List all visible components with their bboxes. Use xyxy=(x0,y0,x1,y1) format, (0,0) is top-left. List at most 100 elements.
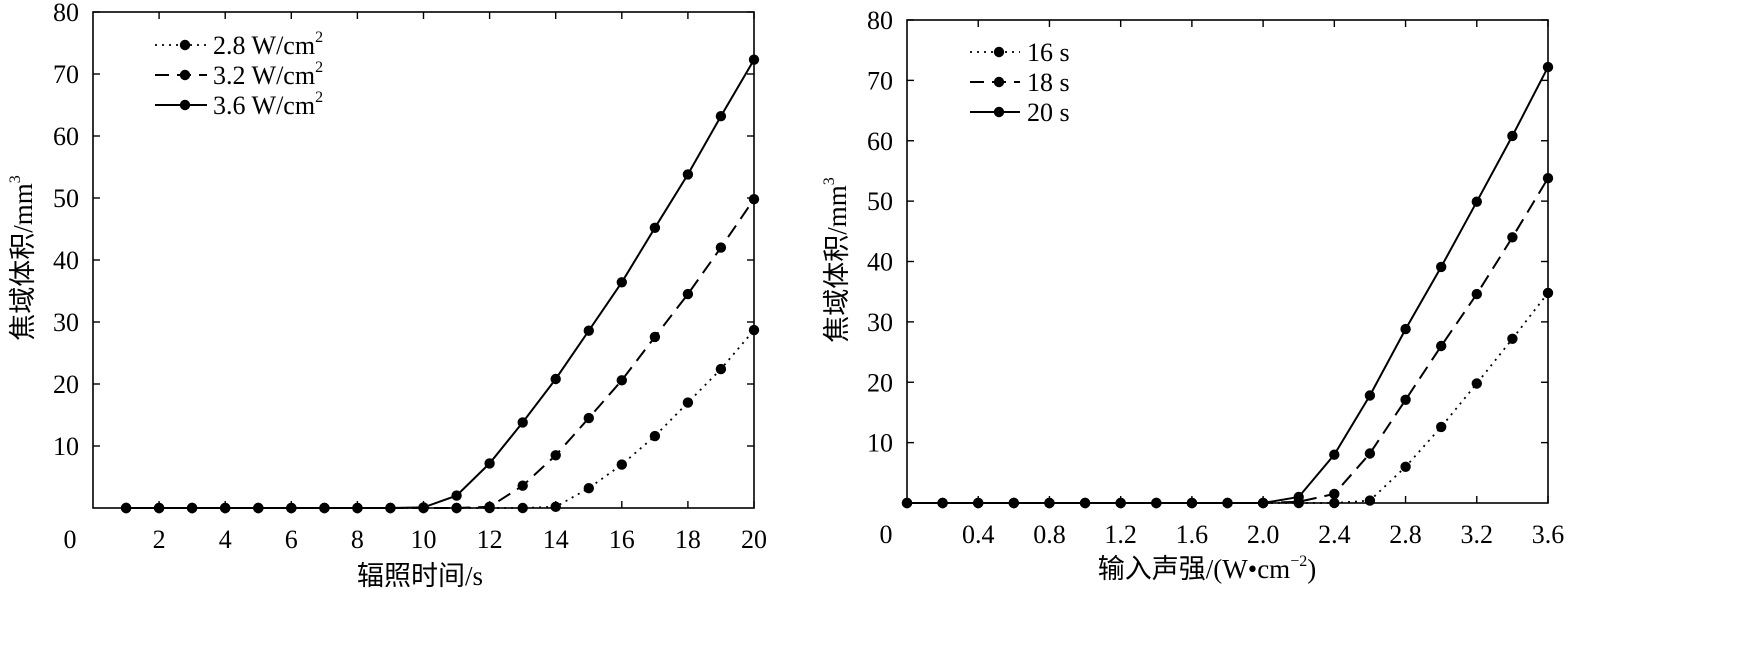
x-axis-label-sup: −2 xyxy=(1290,553,1307,570)
y-tick-label: 40 xyxy=(53,246,79,275)
data-point xyxy=(550,501,561,512)
data-point xyxy=(418,502,429,513)
data-point xyxy=(1222,497,1233,509)
legend-label-sup: 2 xyxy=(315,59,323,76)
x-axis-label: 辐照时间/s xyxy=(357,561,483,591)
data-point xyxy=(1471,288,1483,300)
data-point xyxy=(715,111,727,122)
x-tick-label: 18 xyxy=(675,525,701,554)
y-tick-label: 60 xyxy=(867,127,893,156)
legend-label-sup: 2 xyxy=(315,29,323,46)
data-point xyxy=(253,502,264,514)
series-3 xyxy=(120,54,760,514)
data-point xyxy=(517,417,528,428)
legend-marker xyxy=(993,76,1005,88)
x-tick-label: 2.0 xyxy=(1247,520,1280,549)
legend-label: 3.2 W/cm2 xyxy=(213,59,323,90)
data-point xyxy=(937,497,948,509)
chart-input-intensity: 0 0.4 0.8 1.2 1.6 2.0 2.4 2.8 3.2 3.6 10 20 30 40 50 60… xyxy=(821,6,1564,584)
x-tick-label: 1.2 xyxy=(1104,520,1137,549)
data-point xyxy=(649,430,661,442)
data-point xyxy=(1436,340,1447,352)
data-point xyxy=(550,373,561,385)
data-point xyxy=(748,54,760,65)
y-tick-label: 80 xyxy=(53,0,79,27)
origin-label: 0 xyxy=(64,525,77,554)
data-point xyxy=(1364,495,1376,506)
y-tick-label: 80 xyxy=(867,6,893,35)
data-point xyxy=(583,483,594,494)
y-axis-label: 焦域体积/mm3 xyxy=(7,175,38,341)
y-axis-label-sup: 3 xyxy=(821,177,838,185)
data-point xyxy=(1044,497,1055,509)
data-point xyxy=(1507,232,1518,243)
data-point xyxy=(550,450,561,461)
origin-label: 0 xyxy=(880,520,893,549)
data-point xyxy=(1542,287,1554,299)
data-point xyxy=(1400,461,1411,472)
data-point xyxy=(1400,394,1411,405)
x-tick-label: 0.4 xyxy=(962,520,995,549)
data-point xyxy=(186,502,198,514)
x-tick-label: 6 xyxy=(285,525,298,554)
data-point xyxy=(649,331,661,343)
y-tick-label: 30 xyxy=(867,308,893,337)
y-tick-label: 40 xyxy=(867,248,893,277)
legend-label: 20 s xyxy=(1027,98,1070,127)
series-1 xyxy=(120,324,760,514)
y-tick-label: 70 xyxy=(53,60,79,89)
data-point xyxy=(319,502,330,514)
x-tick-label: 1.6 xyxy=(1176,520,1209,549)
legend-marker xyxy=(179,99,191,111)
data-point xyxy=(1471,196,1483,207)
data-point xyxy=(973,497,984,509)
data-point xyxy=(1436,261,1447,273)
data-point xyxy=(1364,448,1376,459)
data-point xyxy=(616,277,627,288)
x-tick-label: 3.6 xyxy=(1532,520,1565,549)
series-line xyxy=(126,198,755,509)
x-tick-label: 10 xyxy=(411,525,437,554)
y-tick-label: 60 xyxy=(53,122,79,151)
x-tick-label: 2 xyxy=(153,525,166,554)
series-line xyxy=(907,177,1549,504)
y-tick-label: 20 xyxy=(53,370,79,399)
y-tick-label: 50 xyxy=(867,187,893,216)
series-line xyxy=(126,59,755,509)
data-point xyxy=(616,375,627,386)
x-tick-label: 16 xyxy=(609,525,635,554)
data-point xyxy=(1542,61,1554,73)
data-point xyxy=(1364,390,1376,401)
y-axis-label: 焦域体积/mm3 xyxy=(821,177,852,343)
y-tick-label: 10 xyxy=(867,429,893,458)
y-tick-label: 30 xyxy=(53,308,79,337)
data-point xyxy=(451,490,462,501)
x-tick-label: 14 xyxy=(543,525,569,554)
legend-marker xyxy=(993,106,1005,118)
x-tick-label: 20 xyxy=(741,525,767,554)
legend-label-sup: 2 xyxy=(315,89,323,106)
data-point xyxy=(901,497,913,509)
data-point xyxy=(1329,497,1340,509)
data-point xyxy=(649,222,661,233)
series-3 xyxy=(901,61,1554,509)
x-tick-label: 12 xyxy=(477,525,503,554)
x-tick-label: 0.8 xyxy=(1033,520,1066,549)
legend-marker xyxy=(179,69,191,81)
x-tick-label: 2.4 xyxy=(1318,520,1351,549)
y-tick-label: 50 xyxy=(53,184,79,213)
data-point xyxy=(1008,497,1019,509)
series-1 xyxy=(901,287,1554,509)
data-point xyxy=(120,502,132,514)
y-axis-label-sup: 3 xyxy=(7,175,24,183)
data-point xyxy=(352,502,363,514)
plot-frame xyxy=(906,19,1549,504)
data-point xyxy=(583,325,594,336)
data-point xyxy=(1293,491,1304,503)
data-point xyxy=(385,502,396,514)
x-tick-label: 8 xyxy=(351,525,364,554)
legend-marker xyxy=(993,46,1005,58)
data-point xyxy=(1186,497,1198,509)
